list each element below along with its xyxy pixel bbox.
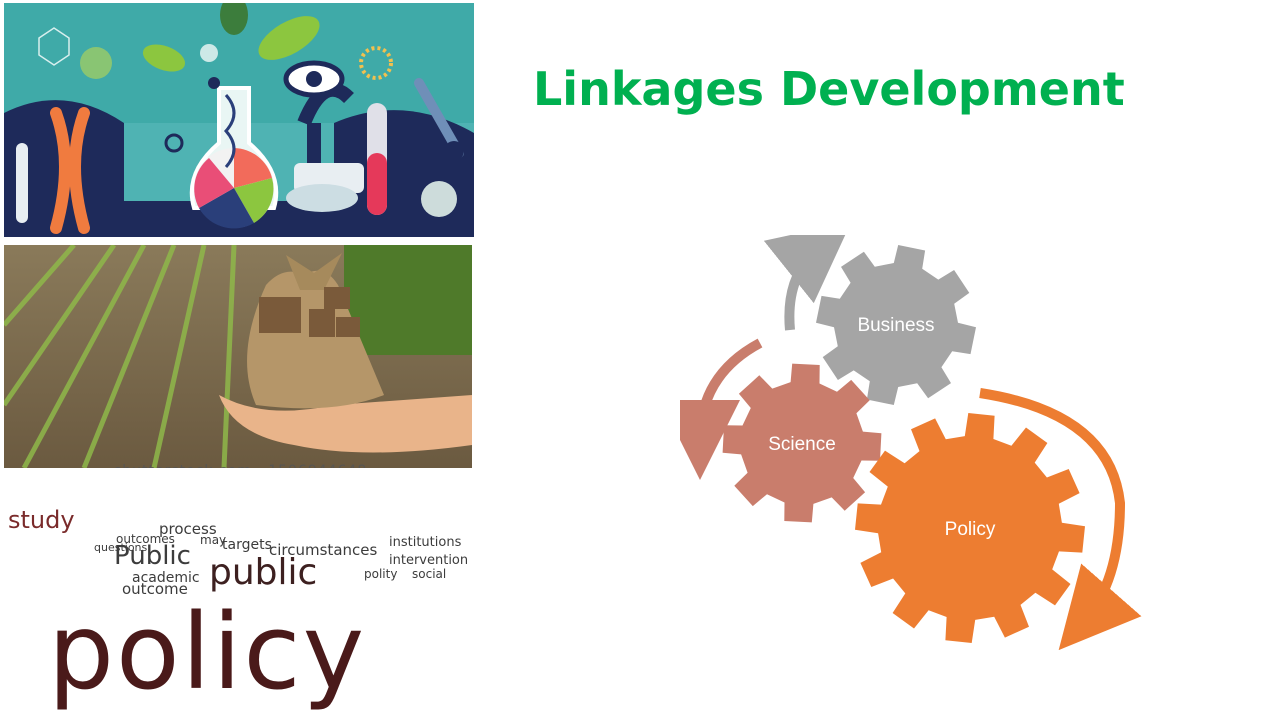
word-study: study [8,506,75,534]
word-outcome: outcome [122,580,188,598]
word-targets: targets [222,537,272,553]
word-outcomes: outcomes [116,532,175,546]
policy-gear-label: Policy [945,519,996,540]
word-public-1: Public [114,541,191,571]
word-circumstances: circumstances [269,541,378,559]
business-cycle-arrow [763,235,852,331]
science-gear-label: Science [768,434,836,455]
word-process: process [159,520,217,538]
word-institutions: institutions [389,535,462,550]
word-policy-big: policy [48,591,367,713]
word-social: social [412,567,447,581]
slide-title: Linkages Development [533,62,1125,116]
farm-photo-art [4,245,472,468]
science-cycle-arrow [680,338,763,480]
policy-gear: Policy [855,413,1085,643]
word-public-2: public [209,552,318,593]
word-polity: polity [364,567,398,581]
business-gear-label: Business [857,315,934,336]
image-watermark: shutterstock.com · 1506944648 [114,463,367,468]
word-questions: questions [94,541,148,554]
word-may: may [200,533,227,547]
business-gear: Business [816,245,976,405]
public-policy-word-cloud: study Public process public outcomes aca… [4,478,474,720]
linkage-gear-diagram: Business Science Policy [680,235,1142,651]
word-academic: academic [132,570,200,586]
word-intervention: intervention [389,553,469,568]
science-illustration-art [4,3,474,237]
farm-money-bag-photo: shutterstock.com · 1506944648 [4,245,472,468]
policy-cycle-arrow [979,388,1142,651]
science-gear: Science [722,363,882,523]
science-illustration [4,3,474,237]
